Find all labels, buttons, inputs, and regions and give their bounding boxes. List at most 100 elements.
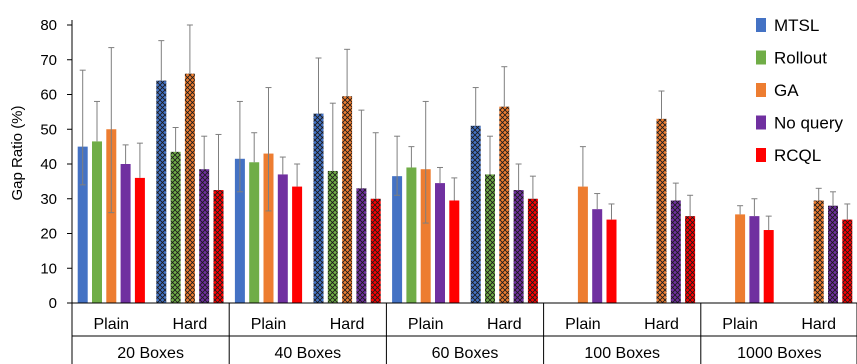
bar-no-query-100-boxes-hard xyxy=(670,200,681,303)
x-category-60-boxes-hard: Hard xyxy=(487,316,522,333)
error-bar-ga-20-boxes-hard xyxy=(186,24,193,74)
bar-ga-1000-boxes-plain xyxy=(735,214,746,303)
bar-no-query-40-boxes-hard xyxy=(356,188,367,303)
x-category-1000-boxes-hard: Hard xyxy=(801,316,836,333)
x-group-1000-boxes: 1000 Boxes xyxy=(737,345,822,362)
bar-no-query-1000-boxes-hard xyxy=(828,205,838,303)
error-bar-mtsl-20-boxes-hard xyxy=(158,40,165,81)
error-bar-rollout-20-boxes-hard xyxy=(172,127,179,152)
x-category-100-boxes-hard: Hard xyxy=(644,316,679,333)
bar-mtsl-20-boxes-plain xyxy=(77,146,88,303)
error-bar-ga-1000-boxes-plain xyxy=(737,205,744,215)
bar-ga-100-boxes-plain xyxy=(577,186,588,303)
x-category-20-boxes-hard: Hard xyxy=(173,316,208,333)
error-bar-mtsl-60-boxes-plain xyxy=(394,135,401,196)
y-tick-labels: 0 10 20 30 40 50 60 70 80 xyxy=(40,17,57,312)
error-bar-ga-60-boxes-hard xyxy=(501,66,508,107)
bar-ga-1000-boxes-hard xyxy=(813,200,824,303)
error-bar-ga-40-boxes-plain xyxy=(265,87,272,212)
error-bar-ga-100-boxes-plain xyxy=(579,146,586,187)
error-bar-rcql-40-boxes-plain xyxy=(294,163,301,187)
error-bar-rollout-20-boxes-plain xyxy=(94,100,100,142)
error-bar-mtsl-40-boxes-hard xyxy=(315,57,322,114)
bar-rcql-1000-boxes-plain xyxy=(763,230,774,303)
bar-rollout-20-boxes-plain xyxy=(92,141,102,303)
error-bar-no-query-40-boxes-plain xyxy=(279,156,286,175)
error-bar-no-query-1000-boxes-plain xyxy=(751,198,758,217)
error-bar-no-query-60-boxes-plain xyxy=(437,166,443,184)
x-category-100-boxes-plain: Plain xyxy=(565,316,601,333)
bar-ga-60-boxes-hard xyxy=(499,106,510,303)
bar-rcql-40-boxes-plain xyxy=(292,186,303,303)
bar-no-query-100-boxes-plain xyxy=(592,209,603,303)
bar-no-query-60-boxes-hard xyxy=(513,190,524,303)
bar-ga-100-boxes-hard xyxy=(656,118,667,303)
legend-swatch-mtsl xyxy=(756,18,766,32)
bar-mtsl-60-boxes-plain xyxy=(392,176,403,303)
x-category-20-boxes-plain: Plain xyxy=(94,316,130,333)
legend-item-rollout: Rollout xyxy=(756,49,827,68)
error-bar-no-query-20-boxes-plain xyxy=(122,144,129,164)
error-bar-rcql-40-boxes-hard xyxy=(372,132,379,199)
legend: MTSL Rollout GA No query RCQL xyxy=(756,16,843,165)
error-bars xyxy=(79,24,851,231)
bar-ga-40-boxes-plain xyxy=(263,153,274,303)
bar-ga-20-boxes-hard xyxy=(184,73,195,304)
bar-rcql-100-boxes-plain xyxy=(606,219,617,303)
bar-rcql-60-boxes-plain xyxy=(449,200,460,303)
x-category-labels: Plain Hard Plain Hard Plain Hard Plain Hard Plai… xyxy=(94,316,837,362)
error-bar-rollout-60-boxes-hard xyxy=(487,135,493,175)
bar-rcql-20-boxes-hard xyxy=(213,190,224,303)
x-group-100-boxes: 100 Boxes xyxy=(584,345,660,362)
bar-no-query-40-boxes-plain xyxy=(277,174,288,303)
error-bar-no-query-20-boxes-hard xyxy=(201,135,208,170)
error-bar-rollout-60-boxes-plain xyxy=(408,146,415,168)
x-group-40-boxes: 40 Boxes xyxy=(274,345,341,362)
axes xyxy=(67,20,857,364)
bar-rcql-100-boxes-hard xyxy=(685,216,696,303)
legend-label-rcql: RCQL xyxy=(774,146,821,165)
legend-label-rollout: Rollout xyxy=(774,49,827,68)
bar-rcql-1000-boxes-hard xyxy=(842,219,853,303)
x-category-40-boxes-plain: Plain xyxy=(251,316,287,333)
error-bar-rollout-40-boxes-hard xyxy=(329,102,336,171)
error-bar-rollout-40-boxes-plain xyxy=(251,132,258,163)
bar-rollout-60-boxes-plain xyxy=(406,167,417,303)
error-bar-rcql-20-boxes-hard xyxy=(215,133,222,191)
x-category-40-boxes-hard: Hard xyxy=(330,316,365,333)
bar-rollout-20-boxes-hard xyxy=(170,151,181,303)
legend-swatch-ga xyxy=(756,83,766,97)
bar-no-query-60-boxes-plain xyxy=(435,183,445,303)
legend-swatch-rollout xyxy=(756,50,766,65)
bars xyxy=(77,73,853,304)
bar-mtsl-60-boxes-hard xyxy=(470,125,481,304)
bar-rcql-60-boxes-hard xyxy=(527,198,538,303)
error-bar-ga-20-boxes-plain xyxy=(108,47,115,214)
bar-rcql-40-boxes-hard xyxy=(370,198,381,303)
y-axis-label: Gap Ratio (%) xyxy=(9,105,26,200)
bar-ga-60-boxes-plain xyxy=(420,169,431,303)
y-tick-40: 40 xyxy=(40,156,57,173)
legend-item-mtsl: MTSL xyxy=(756,16,819,35)
error-bar-rcql-1000-boxes-plain xyxy=(765,215,772,231)
legend-item-rcql: RCQL xyxy=(756,146,821,165)
bar-no-query-1000-boxes-plain xyxy=(749,216,760,303)
bar-ga-40-boxes-hard xyxy=(342,96,353,303)
bar-ga-20-boxes-plain xyxy=(106,129,117,303)
error-bar-rcql-1000-boxes-hard xyxy=(844,203,851,220)
error-bar-ga-1000-boxes-hard xyxy=(815,187,822,201)
legend-swatch-rcql xyxy=(756,148,766,162)
y-tick-30: 30 xyxy=(40,191,57,208)
y-tick-80: 80 xyxy=(40,17,57,34)
bar-mtsl-20-boxes-hard xyxy=(156,80,167,303)
y-tick-60: 60 xyxy=(40,87,57,104)
bar-mtsl-40-boxes-plain xyxy=(234,158,245,303)
legend-swatch-no-query xyxy=(756,115,766,130)
error-bar-no-query-100-boxes-plain xyxy=(594,193,601,210)
error-bar-ga-40-boxes-hard xyxy=(344,48,351,97)
error-bar-mtsl-40-boxes-plain xyxy=(236,100,243,193)
error-bar-no-query-100-boxes-hard xyxy=(672,182,679,201)
error-bar-mtsl-60-boxes-hard xyxy=(472,87,479,126)
x-group-60-boxes: 60 Boxes xyxy=(432,345,499,362)
